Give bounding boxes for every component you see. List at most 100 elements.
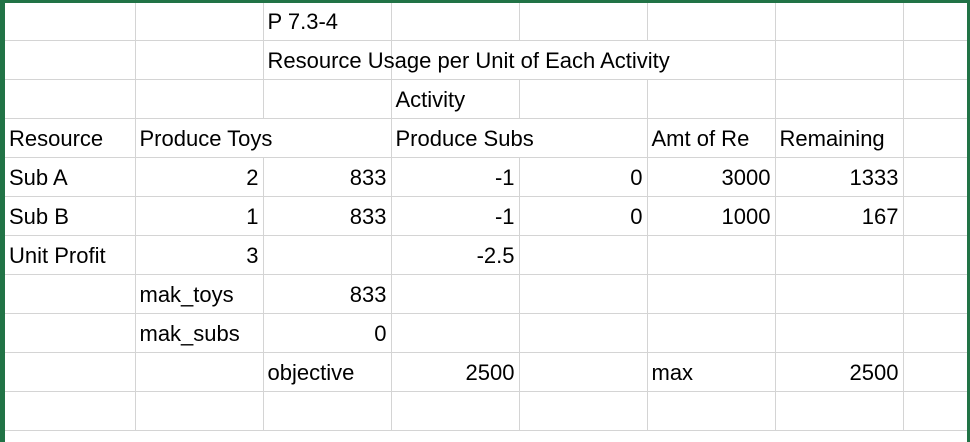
row-label-sub-a: Sub A [9,164,68,190]
cell[interactable] [903,313,967,353]
cell-value[interactable]: 0 [263,313,392,353]
cell-value[interactable]: 833 [263,157,392,197]
cell-header-resource[interactable]: Resource [5,118,136,158]
cell-objective-value[interactable]: 2500 [391,352,520,392]
cell[interactable] [903,157,967,197]
cell-var-name[interactable]: mak_toys [135,274,264,314]
cell-value[interactable]: -1 [391,196,520,236]
cell[interactable] [263,235,392,275]
cell-problem-id[interactable]: P 7.3-4 [263,3,392,41]
cell-objective-label[interactable]: objective [263,352,392,392]
cell[interactable] [135,40,264,80]
cell[interactable] [519,3,648,41]
cell[interactable] [5,79,136,119]
cell[interactable] [519,352,648,392]
cell[interactable] [5,3,136,41]
cell-header-amt-resource[interactable]: Amt of Re [647,118,776,158]
cell[interactable] [391,40,519,80]
cell[interactable] [903,391,967,431]
cell-row-label[interactable]: Sub B [5,196,136,236]
cell-value[interactable]: 0 [519,196,648,236]
cell[interactable] [775,274,904,314]
header-amt-resource: Amt of Re [651,125,750,151]
cell[interactable] [903,274,967,314]
cell-value[interactable]: 833 [263,274,392,314]
cell[interactable] [5,274,136,314]
cell-value[interactable]: 2 [135,157,264,197]
cell[interactable] [391,313,520,353]
cell[interactable] [647,40,776,80]
cell[interactable] [5,40,136,80]
cell[interactable] [903,118,967,158]
cell[interactable] [5,313,136,353]
cell[interactable] [775,79,904,119]
cell-value[interactable]: 1333 [775,157,904,197]
cell[interactable] [263,118,392,158]
cell-activity-header[interactable]: Activity [391,79,520,119]
cell[interactable] [391,3,520,41]
cell-value[interactable]: 833 [263,196,392,236]
cell-max-value[interactable]: 2500 [775,352,904,392]
cell-value[interactable]: 1000 [647,196,776,236]
cell-max-label[interactable]: max [647,352,776,392]
cell[interactable] [135,391,264,431]
cell[interactable] [263,79,392,119]
cell-var-name[interactable]: mak_subs [135,313,264,353]
cell[interactable] [647,3,776,41]
cell[interactable] [647,235,776,275]
cell[interactable] [391,391,520,431]
cell[interactable] [775,3,904,41]
cell[interactable] [775,40,904,80]
sheet-row-1: P 7.3-4 [5,3,967,41]
cell[interactable] [5,352,136,392]
cell-row-label[interactable]: Sub A [5,157,136,197]
cell[interactable] [647,274,776,314]
cell[interactable] [135,352,264,392]
cell-row-label[interactable]: Unit Profit [5,235,136,275]
cell[interactable] [135,3,264,41]
cell-value[interactable]: 0 [519,157,648,197]
cell-value[interactable]: -2.5 [391,235,520,275]
sub-b-toys: 1 [246,203,259,229]
cell[interactable] [775,313,904,353]
cell[interactable] [903,196,967,236]
cell[interactable] [135,79,264,119]
cell-value[interactable]: 167 [775,196,904,236]
header-resource: Resource [9,125,104,151]
cell-value[interactable]: 3 [135,235,264,275]
cell[interactable] [647,313,776,353]
cell-value[interactable]: 3000 [647,157,776,197]
cell[interactable] [647,391,776,431]
cell[interactable] [519,274,648,314]
cell[interactable] [903,79,967,119]
cell-header-remaining[interactable]: Remaining [775,118,904,158]
cell[interactable] [903,3,967,41]
cell[interactable] [775,235,904,275]
cell[interactable] [519,118,648,158]
cell[interactable] [391,274,520,314]
activity-header-text: Activity [395,86,466,112]
sheet-row-7: Unit Profit 3 -2.5 [5,235,967,275]
cell[interactable] [903,40,967,80]
cell[interactable] [775,391,904,431]
cell[interactable] [903,235,967,275]
cell-value[interactable]: 1 [135,196,264,236]
cell[interactable] [519,391,648,431]
cell[interactable] [519,40,647,80]
cell[interactable] [5,391,136,431]
cell[interactable] [519,235,648,275]
unit-profit-toys: 3 [246,242,259,268]
cell[interactable] [263,391,392,431]
cell[interactable] [903,352,967,392]
cell[interactable] [519,79,648,119]
cell-value[interactable]: -1 [391,157,520,197]
cell-title[interactable]: Resource Usage per Unit of Each Activity [263,40,670,80]
cell-header-produce-subs[interactable]: Produce Subs [391,118,534,158]
header-produce-subs: Produce Subs [395,125,534,151]
sheet-row-2: Resource Usage per Unit of Each Activity [5,40,967,80]
cell[interactable] [519,313,648,353]
sheet-row-11 [5,391,967,431]
cell-header-produce-toys[interactable]: Produce Toys [135,118,272,158]
header-remaining: Remaining [779,125,885,151]
cell[interactable] [647,79,776,119]
